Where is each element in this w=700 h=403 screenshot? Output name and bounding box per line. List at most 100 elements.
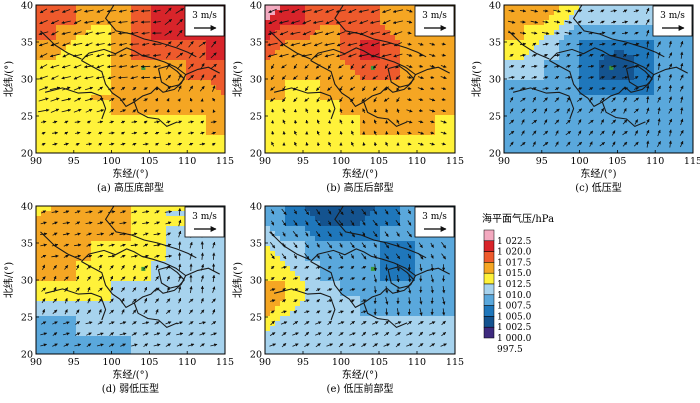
wind-arrow — [85, 42, 93, 47]
wind-arrow — [211, 40, 217, 48]
pressure-cell — [509, 120, 515, 126]
y-tick-label: 30 — [489, 75, 501, 86]
pressure-cell — [534, 145, 540, 151]
pressure-cell — [604, 20, 610, 26]
pressure-cell — [440, 65, 446, 71]
pressure-cell — [320, 140, 326, 146]
wind-arrow — [393, 31, 403, 36]
pressure-cell — [420, 45, 426, 51]
pressure-cell — [121, 45, 127, 51]
pressure-cell — [559, 80, 565, 86]
pressure-cell — [221, 276, 225, 282]
pressure-cell — [300, 60, 306, 66]
pressure-cell — [81, 206, 87, 212]
pressure-cell — [544, 150, 550, 153]
pressure-cell — [136, 50, 142, 56]
wind-arrow — [565, 9, 572, 13]
pressure-cell — [146, 120, 152, 126]
pressure-cell — [91, 100, 97, 106]
pressure-cell — [375, 80, 381, 86]
wind-arrow — [72, 42, 83, 47]
pressure-cell — [181, 216, 187, 222]
pressure-cell — [275, 140, 281, 146]
pressure-cell — [166, 261, 172, 267]
pressure-cell — [609, 95, 615, 101]
pressure-cell — [151, 261, 157, 267]
wind-arrow — [153, 9, 161, 13]
pressure-cell — [395, 60, 401, 66]
pressure-cell — [335, 115, 341, 121]
pressure-cell — [584, 35, 590, 41]
pressure-cell — [634, 10, 640, 16]
pressure-cell — [81, 50, 87, 56]
pressure-cell — [654, 35, 660, 41]
pressure-cell — [141, 236, 147, 242]
pressure-cell — [275, 75, 281, 81]
pressure-cell — [410, 5, 416, 11]
wind-arrow — [61, 64, 71, 69]
pressure-cell — [564, 145, 570, 151]
pressure-cell — [116, 261, 122, 267]
pressure-cell — [181, 236, 187, 242]
pressure-cell — [46, 306, 52, 312]
pressure-cell — [679, 100, 685, 106]
pressure-cell — [131, 90, 137, 96]
wind-arrow — [440, 131, 447, 135]
pressure-cell — [56, 211, 62, 217]
wind-arrow — [131, 120, 138, 124]
pressure-cell — [126, 95, 132, 101]
wind-arrow — [347, 20, 357, 25]
wind-arrow — [372, 86, 378, 91]
wind-arrow — [164, 30, 173, 36]
wind-arrow — [622, 53, 627, 58]
pressure-cell — [126, 100, 132, 106]
pressure-cell — [91, 301, 97, 307]
pressure-cell — [156, 150, 162, 153]
pressure-cell — [649, 15, 655, 21]
pressure-cell — [529, 90, 535, 96]
pressure-cell — [400, 55, 406, 61]
pressure-cell — [514, 95, 520, 101]
pressure-cell — [71, 15, 77, 21]
pressure-cell — [539, 80, 545, 86]
pressure-cell — [599, 20, 605, 26]
pressure-cell — [126, 40, 132, 46]
pressure-cell — [51, 10, 57, 16]
pressure-cell — [71, 60, 77, 66]
pressure-cell — [46, 105, 52, 111]
pressure-cell — [51, 5, 57, 11]
pressure-cell — [126, 226, 132, 232]
pressure-cell — [191, 311, 197, 317]
pressure-cell — [340, 135, 346, 141]
pressure-cell — [654, 110, 660, 116]
pressure-cell — [430, 100, 436, 106]
pressure-cell — [76, 296, 82, 302]
pressure-cell — [121, 150, 127, 153]
wind-arrow — [328, 141, 332, 147]
wind-arrow — [268, 19, 277, 25]
pressure-cell — [151, 286, 157, 292]
pressure-cell — [111, 40, 117, 46]
wind-arrow — [384, 74, 389, 81]
pressure-cell — [325, 135, 331, 141]
pressure-cell — [619, 35, 625, 41]
pressure-cell — [121, 135, 127, 141]
pressure-cell — [96, 206, 102, 212]
pressure-cell — [91, 95, 97, 101]
y-tick-label: 35 — [250, 38, 262, 49]
pressure-cell — [136, 251, 142, 257]
pressure-cell — [81, 236, 87, 242]
pressure-cell — [599, 85, 605, 91]
pressure-cell — [624, 150, 630, 153]
pressure-cell — [101, 45, 107, 51]
pressure-cell — [166, 306, 172, 312]
pressure-cell — [380, 145, 386, 151]
pressure-cell — [201, 50, 207, 56]
pressure-cell — [400, 110, 406, 116]
pressure-cell — [534, 45, 540, 51]
wind-arrow — [657, 96, 661, 103]
pressure-cell — [674, 85, 680, 91]
pressure-cell — [524, 120, 530, 126]
pressure-cell — [81, 95, 87, 101]
pressure-cell — [76, 140, 82, 146]
